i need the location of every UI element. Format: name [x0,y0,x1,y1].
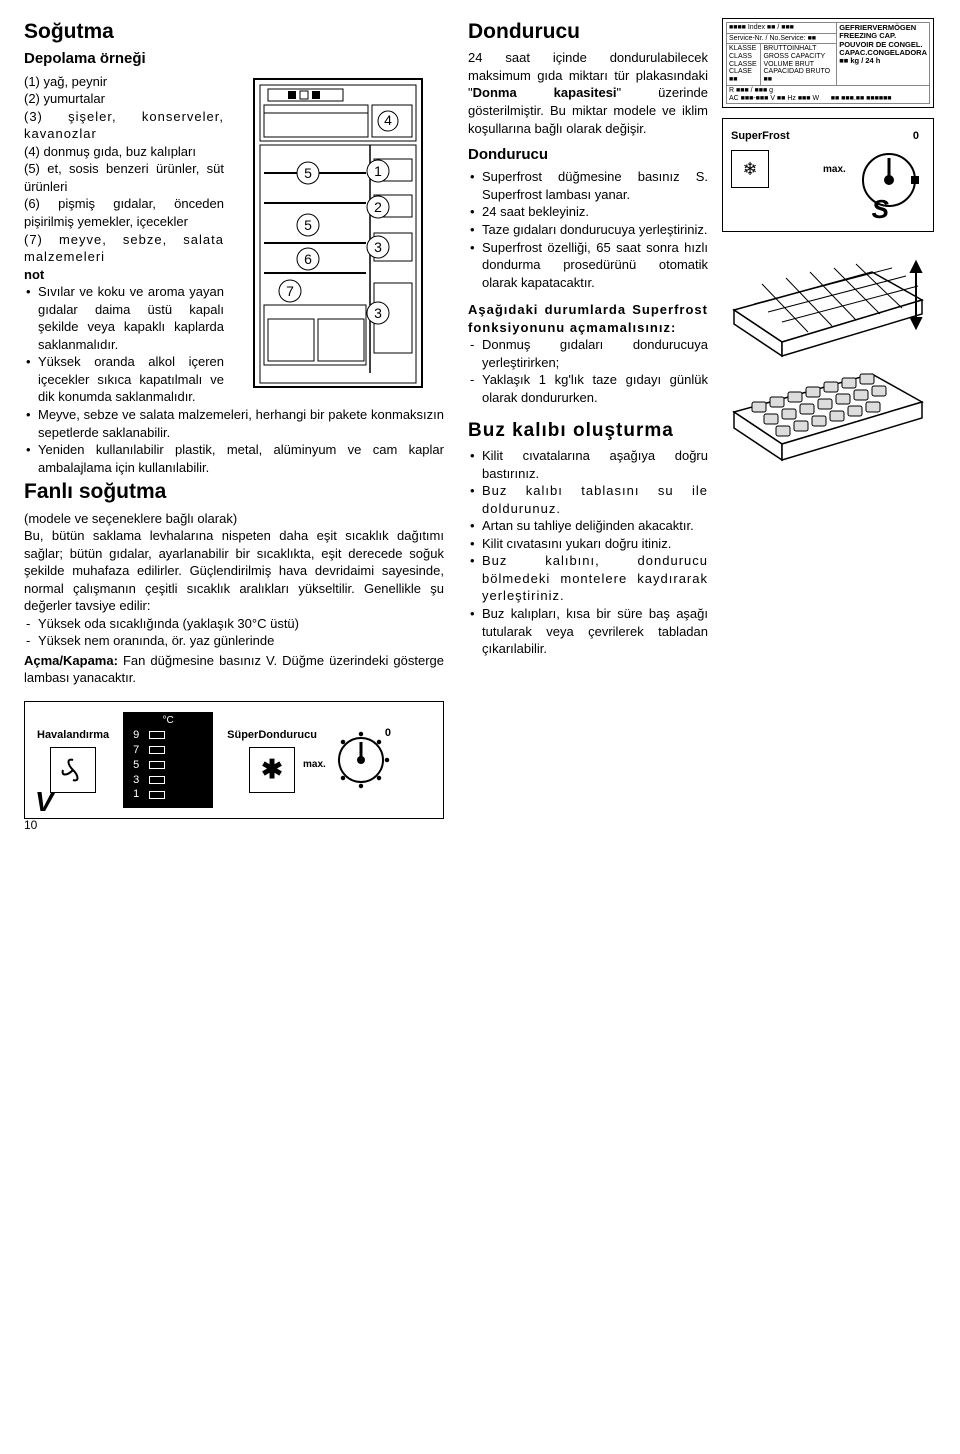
sf-label: SuperFrost [731,129,790,144]
superfrost-panel: SuperFrost ❄ 0 max. S [722,118,934,232]
svg-text:4: 4 [384,112,392,128]
ice-step: Buz kalıpları, kısa bir süre baş aşağı t… [468,605,708,658]
svg-text:5: 5 [304,165,312,181]
note-item: Yeniden kullanılabilir plastik, metal, a… [24,441,444,476]
note-label: not [24,266,224,284]
storage-item: (4) donmuş gıda, buz kalıpları [24,143,224,161]
note-item: Meyve, sebze ve salata malzemeleri, herh… [24,406,444,441]
svg-text:7: 7 [286,283,294,299]
storage-item: (5) et, sosis benzeri ürünler, süt ürünl… [24,160,224,195]
storage-item: (7) meyve, sebze, salata malzemeleri [24,231,224,266]
svg-text:3: 3 [374,305,382,321]
fan-icon [50,747,96,793]
ice-step: Buz kalıbını, dondurucu bölmedeki montel… [468,552,708,605]
svg-text:2: 2 [374,199,382,215]
freezer-step: Superfrost özelliği, 65 saat sonra hızlı… [468,239,708,292]
svg-text:5: 5 [304,217,312,233]
heading-ice: Buz kalıbı oluşturma [468,418,708,444]
fan-onoff: Açma/Kapama: Fan düğmesine basınız V. Dü… [24,652,444,687]
freezer-step: 24 saat bekleyiniz. [468,203,708,221]
fan-subtitle: (modele ve seçeneklere bağlı olarak) [24,510,444,528]
svg-text:6: 6 [304,251,312,267]
storage-item: (1) yağ, peynir [24,73,224,91]
ice-steps: Kilit cıvatalarına aşağıya doğru bastırı… [468,447,708,658]
page-number: 10 [24,817,37,833]
vent-label: Havalandırma [37,728,109,743]
fan-paragraph: Bu, bütün saklama levhalarına nispeten d… [24,527,444,615]
ice-step: Buz kalıbı tablasını su ile doldurunuz. [468,482,708,517]
icetray-figure [722,252,934,487]
temperature-scale: °C 9 7 5 3 1 [123,712,213,808]
dial-icon [853,144,925,216]
freezer-intro: 24 saat içinde dondurulabilecek maksimum… [468,49,708,137]
s-letter: S [872,192,889,227]
note-list-narrow: Sıvılar ve koku ve aroma yayan gıdalar d… [24,283,224,406]
fan-dash-item: Yüksek nem oranında, ör. yaz günlerinde [24,632,444,650]
storage-item: (6) pişmiş gıdalar, önceden pişirilmiş y… [24,195,224,230]
fan-dash-list: Yüksek oda sıcaklığında (yaklaşık 30°C ü… [24,615,444,650]
sf-zero: 0 [853,129,919,144]
dial-icon [331,730,391,790]
note-list-wide: Meyve, sebze ve salata malzemeleri, herh… [24,406,444,476]
snowflake-icon: ✱ [249,747,295,793]
heading-storage: Depolama örneği [24,49,444,69]
sf-max: max. [823,163,846,177]
v-letter: V [35,783,54,821]
storage-list: (1) yağ, peynir (2) yumurtalar (3) şişel… [24,73,224,266]
sf-dash-item: Donmuş gıdaları dondurucuya yerleştirirk… [468,336,708,371]
control-panel-figure: Havalandırma V °C 9 7 5 3 1 SüperDon [24,701,444,819]
heading-cooling: Soğutma [24,18,444,46]
fridge-diagram: 4 [232,73,444,406]
ice-step: Kilit cıvatasını yukarı doğru itiniz. [468,535,708,553]
storage-item: (3) şişeler, konserveler, kavanozlar [24,108,224,143]
freezer-step: Superfrost düğmesine basınız S. Superfro… [468,168,708,203]
note-item: Sıvılar ve koku ve aroma yayan gıdalar d… [24,283,224,353]
sf-dash-item: Yaklaşık 1 kg'lık taze gıdayı günlük ola… [468,371,708,406]
dial-zero: 0 [385,726,391,741]
heading-freezer2: Dondurucu [468,145,708,165]
superfreeze-label: SüperDondurucu [227,728,317,743]
freezer-steps: Superfrost düğmesine basınız S. Superfro… [468,168,708,291]
heading-fan: Fanlı soğutma [24,478,444,506]
dial-max: max. [303,758,326,772]
fan-dash-item: Yüksek oda sıcaklığında (yaklaşık 30°C ü… [24,615,444,633]
sf-dash-list: Donmuş gıdaları dondurucuya yerleştirirk… [468,336,708,406]
ice-step: Kilit cıvatalarına aşağıya doğru bastırı… [468,447,708,482]
rating-plate: ■■■■ Index ■■ / ■■■ GEFRIERVERMÖGEN FREE… [722,18,934,108]
ice-step: Artan su tahliye deliğinden akacaktır. [468,517,708,535]
snowflake-icon: ❄ [731,150,769,188]
freezer-step: Taze gıdaları dondurucuya yerleştiriniz. [468,221,708,239]
storage-item: (2) yumurtalar [24,90,224,108]
svg-text:3: 3 [374,239,382,255]
sf-heading: Aşağıdaki durumlarda Superfrost fonksiyo… [468,301,708,336]
heading-freezer: Dondurucu [468,18,708,46]
note-item: Yüksek oranda alkol içeren içecekler sık… [24,353,224,406]
svg-text:1: 1 [374,163,382,179]
